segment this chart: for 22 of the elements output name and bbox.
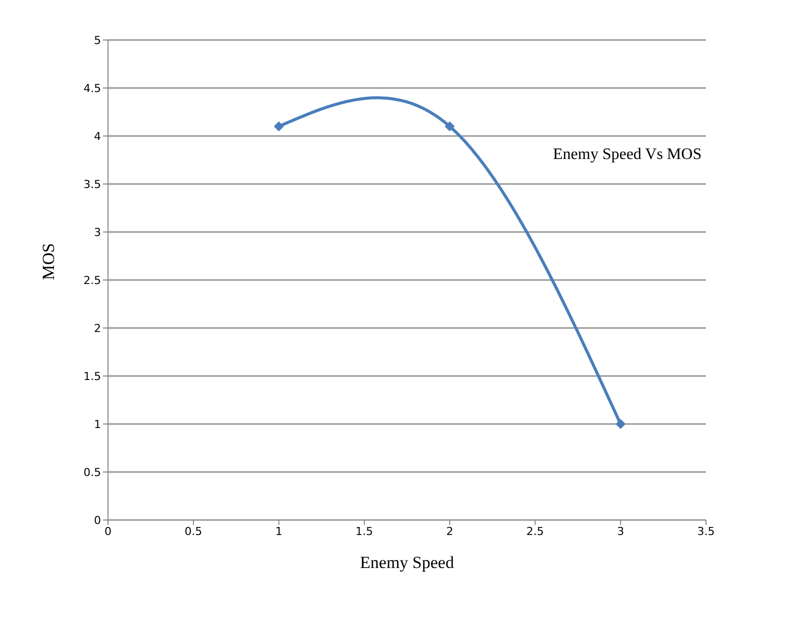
y-tick-label: 4 — [94, 130, 101, 143]
y-tick-label: 1 — [94, 418, 101, 431]
x-tick-label: 2 — [446, 524, 454, 538]
x-tick-label: 1.5 — [356, 524, 374, 538]
x-tick-label: 3 — [617, 524, 624, 538]
x-axis-title: Enemy Speed — [360, 553, 454, 572]
x-tick-label: 0.5 — [184, 524, 202, 538]
x-tick-label: 0 — [104, 524, 112, 538]
y-tick-label: 4.5 — [84, 82, 101, 95]
y-tick-label: 0.5 — [84, 466, 101, 479]
y-tick-label: 2.5 — [84, 274, 101, 287]
y-tick-label: 3 — [94, 226, 101, 239]
y-tick-label: 3.5 — [84, 178, 101, 191]
y-axis-title: MOS — [39, 243, 58, 280]
y-tick-label: 0 — [94, 514, 101, 527]
x-tick-label: 3.5 — [697, 524, 715, 538]
y-tick-label: 2 — [94, 322, 101, 335]
y-tick-label: 5 — [94, 34, 101, 47]
text: Enemy Speed Vs MOS — [553, 146, 703, 164]
x-tick-label: 1 — [275, 524, 282, 538]
y-tick-label: 1.5 — [84, 370, 101, 383]
x-tick-label: 2.5 — [526, 524, 544, 538]
